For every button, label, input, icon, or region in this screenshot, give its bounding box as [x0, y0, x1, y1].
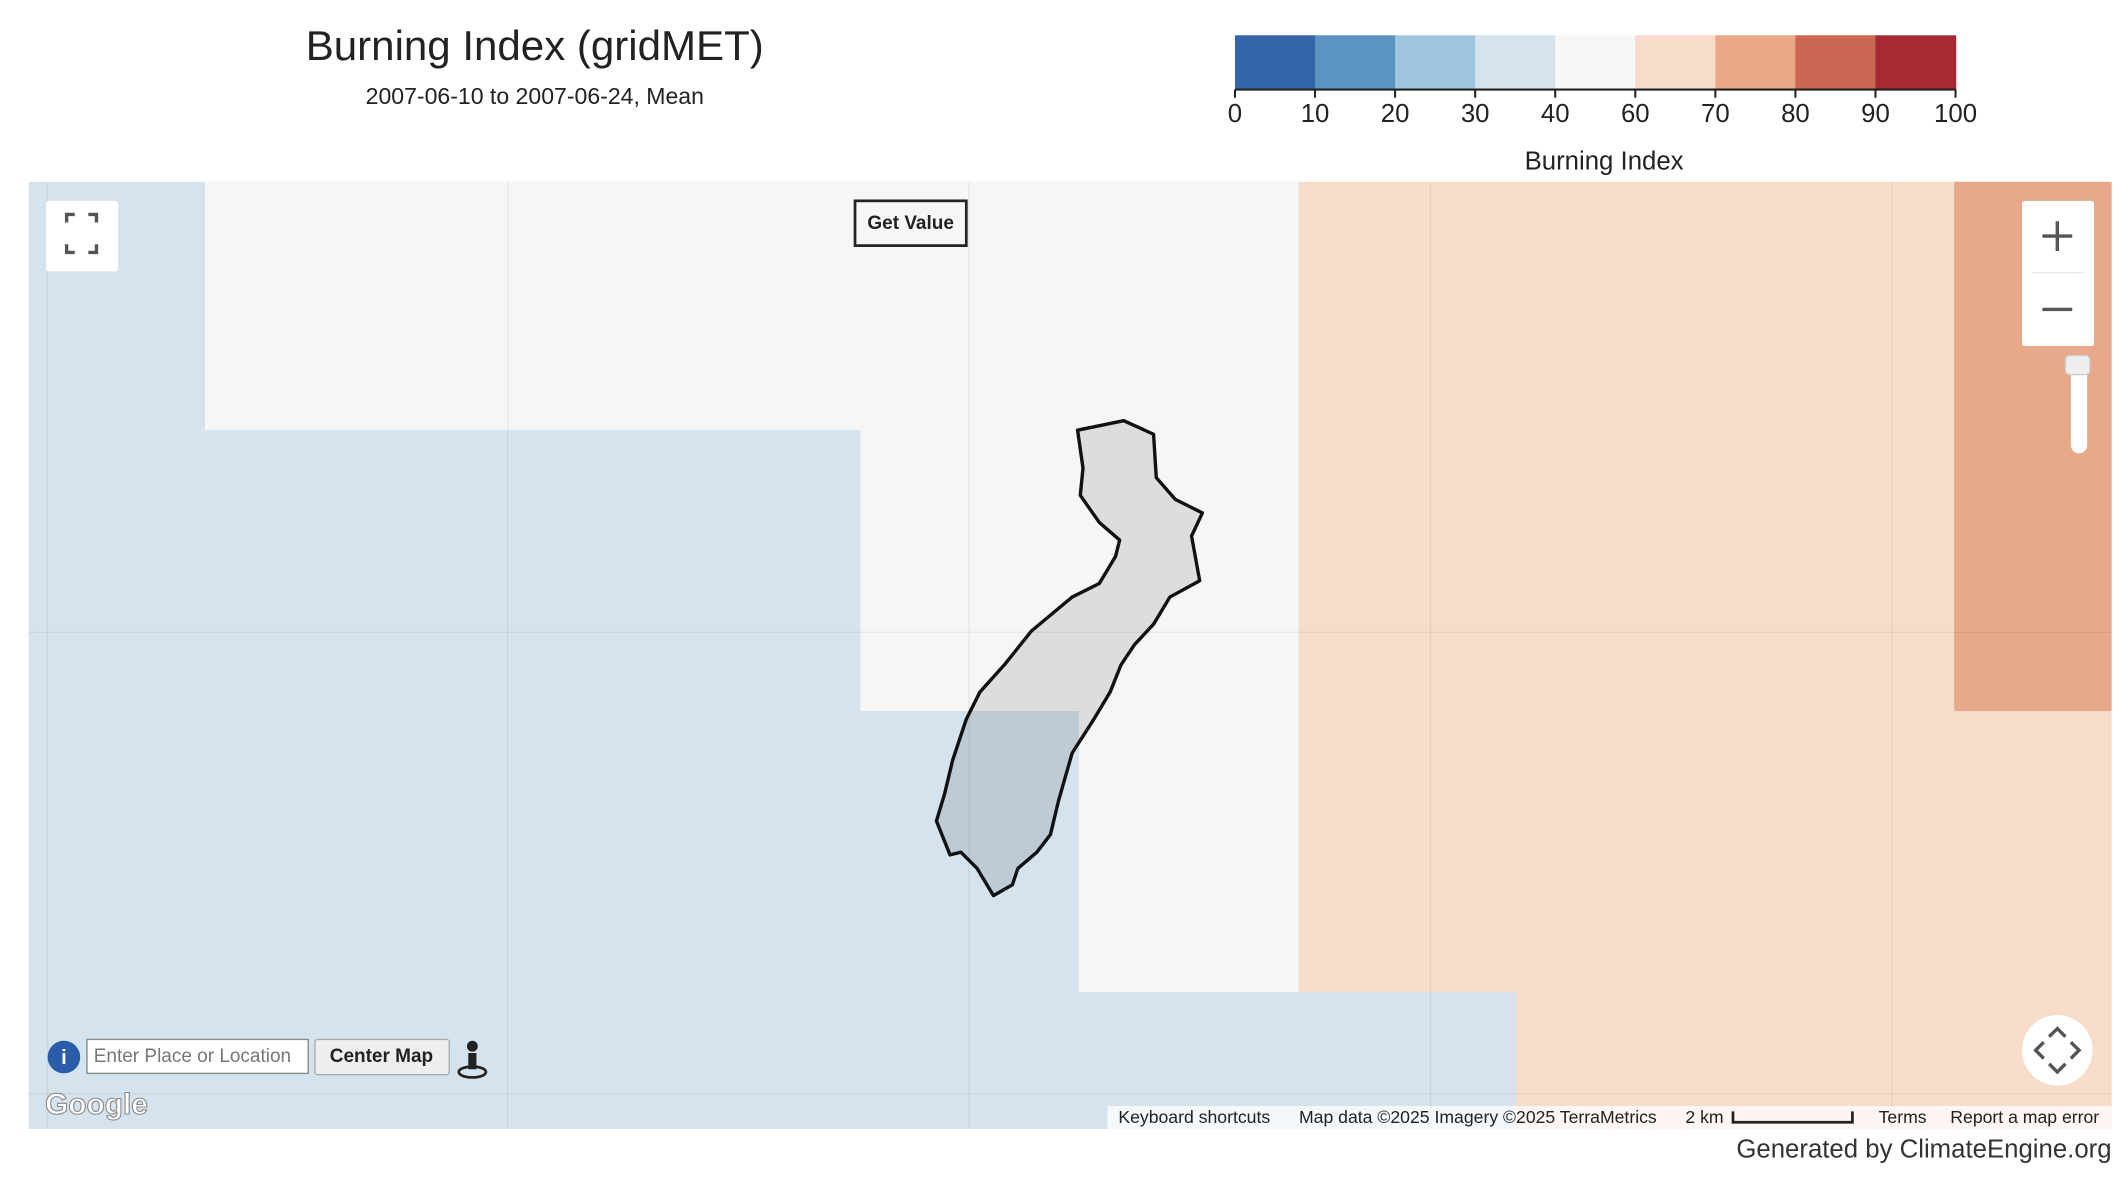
legend-label: Burning Index — [1525, 148, 1684, 176]
center-map-button[interactable]: Center Map — [314, 1038, 450, 1076]
title: Burning Index (gridMET) — [306, 22, 764, 69]
report-link[interactable]: Report a map error — [1950, 1107, 2099, 1127]
subtitle: 2007-06-10 to 2007-06-24, Mean — [366, 83, 704, 109]
legend-swatch — [1315, 35, 1396, 90]
map-region — [205, 181, 1299, 992]
credit: Generated by ClimateEngine.org — [1736, 1136, 2111, 1164]
map-gridlines — [28, 181, 2112, 1130]
search-placeholder: Enter Place or Location — [94, 1046, 291, 1067]
zoom-controls[interactable] — [2022, 200, 2094, 454]
google-logo: Google — [45, 1088, 148, 1121]
map-attribution: Map data ©2025 Imagery ©2025 TerraMetric… — [1299, 1107, 1657, 1127]
legend-tick-label: 90 — [1861, 100, 1890, 128]
get-value-button[interactable]: Get Value — [853, 199, 968, 247]
legend-swatch — [1475, 35, 1556, 90]
info-icon[interactable]: i — [47, 1040, 81, 1074]
legend: 0 10 20 30 40 60 70 80 90 100 — [1228, 35, 1977, 128]
pan-control[interactable] — [2022, 1015, 2093, 1086]
keyboard-shortcuts[interactable]: Keyboard shortcuts — [1118, 1107, 1270, 1127]
fullscreen-button[interactable] — [46, 200, 119, 272]
button-label: Get Value — [867, 213, 954, 234]
legend-tick-label: 40 — [1541, 100, 1570, 128]
legend-tick-label: 70 — [1701, 100, 1730, 128]
scale-label: 2 km — [1685, 1107, 1723, 1127]
svg-text:i: i — [61, 1047, 67, 1069]
legend-swatch — [1635, 35, 1717, 90]
legend-swatch — [1555, 35, 1636, 90]
map[interactable]: Get Value i Enter Place or Location Cent… — [28, 181, 2112, 1130]
map-region — [1298, 181, 2112, 1130]
pegman-icon[interactable] — [457, 1040, 488, 1079]
legend-tick-label: 100 — [1934, 100, 1977, 128]
zoom-slider[interactable] — [2070, 355, 2088, 454]
legend-tick-label: 60 — [1621, 100, 1650, 128]
legend-tick-label: 80 — [1781, 100, 1810, 128]
terms-link[interactable]: Terms — [1879, 1107, 1927, 1127]
search-input[interactable]: Enter Place or Location — [86, 1038, 309, 1075]
legend-tick-label: 10 — [1301, 100, 1330, 128]
button-label: Center Map — [330, 1046, 433, 1067]
legend-swatch — [1875, 35, 1957, 90]
legend-tick-label: 0 — [1228, 100, 1242, 128]
legend-swatch — [1395, 35, 1476, 90]
legend-tick-label: 20 — [1381, 100, 1410, 128]
scale-bar — [1731, 1111, 1854, 1124]
legend-swatch — [1715, 35, 1797, 90]
attribution-bar — [1107, 1105, 2112, 1130]
region-outline — [934, 418, 1205, 898]
zoom-in[interactable] — [2042, 221, 2073, 252]
legend-tick-label: 30 — [1461, 100, 1490, 128]
legend-swatch — [1795, 35, 1877, 90]
legend-swatch — [1234, 35, 1316, 90]
